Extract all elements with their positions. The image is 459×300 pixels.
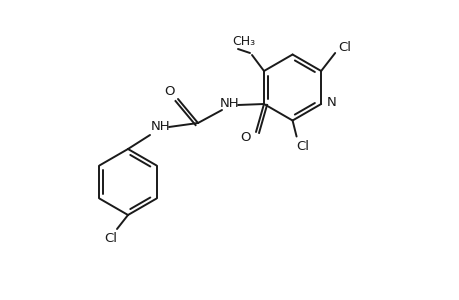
Text: Cl: Cl bbox=[296, 140, 308, 153]
Text: O: O bbox=[240, 130, 251, 143]
Text: Cl: Cl bbox=[338, 40, 351, 53]
Text: Cl: Cl bbox=[104, 232, 117, 244]
Text: N: N bbox=[325, 95, 336, 109]
Text: O: O bbox=[164, 85, 175, 98]
Text: NH: NH bbox=[151, 119, 170, 133]
Text: CH₃: CH₃ bbox=[232, 34, 255, 47]
Text: NH: NH bbox=[220, 97, 239, 110]
